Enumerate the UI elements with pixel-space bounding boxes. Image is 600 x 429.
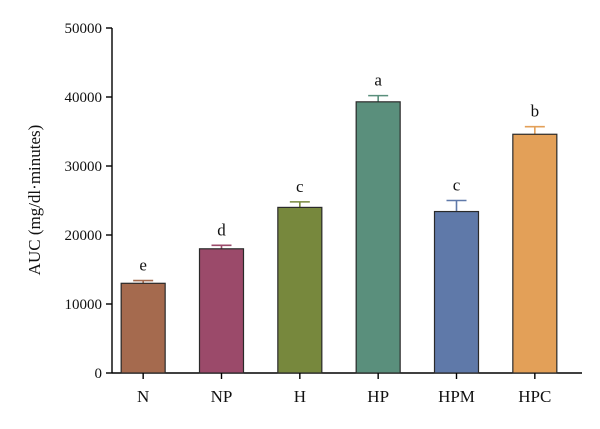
x-category-label: NP <box>211 387 233 406</box>
y-ticks-group: 0 10000 20000 30000 40000 50000 <box>65 21 112 382</box>
bar-hpc <box>512 133 558 374</box>
bars-group: e d c a c b <box>120 71 558 374</box>
y-tick-label: 50000 <box>65 21 103 37</box>
x-category-labels: N NP H HP HPM HPC <box>137 373 551 406</box>
significance-label: e <box>139 256 147 275</box>
significance-label: b <box>531 102 540 121</box>
y-tick-label: 20000 <box>65 228 103 244</box>
significance-label: d <box>217 220 226 239</box>
bar-np <box>198 248 245 374</box>
x-category-label: HPC <box>518 387 551 406</box>
bar-h <box>277 206 323 374</box>
y-axis-title: AUC (mg/dl·minutes) <box>25 125 44 276</box>
significance-label: c <box>453 176 461 195</box>
y-tick-label: 10000 <box>65 297 103 313</box>
x-category-label: HP <box>367 387 389 406</box>
x-category-label: HPM <box>438 387 475 406</box>
significance-label: c <box>296 177 304 196</box>
y-tick-label: 0 <box>95 366 103 382</box>
x-category-label: N <box>137 387 149 406</box>
bar-hpm <box>433 210 480 374</box>
significance-label: a <box>374 71 382 90</box>
y-tick-label: 40000 <box>65 90 103 106</box>
bar-hp <box>355 101 401 374</box>
x-category-label: H <box>294 387 306 406</box>
bar-n <box>120 282 166 374</box>
y-tick-label: 30000 <box>65 159 103 175</box>
